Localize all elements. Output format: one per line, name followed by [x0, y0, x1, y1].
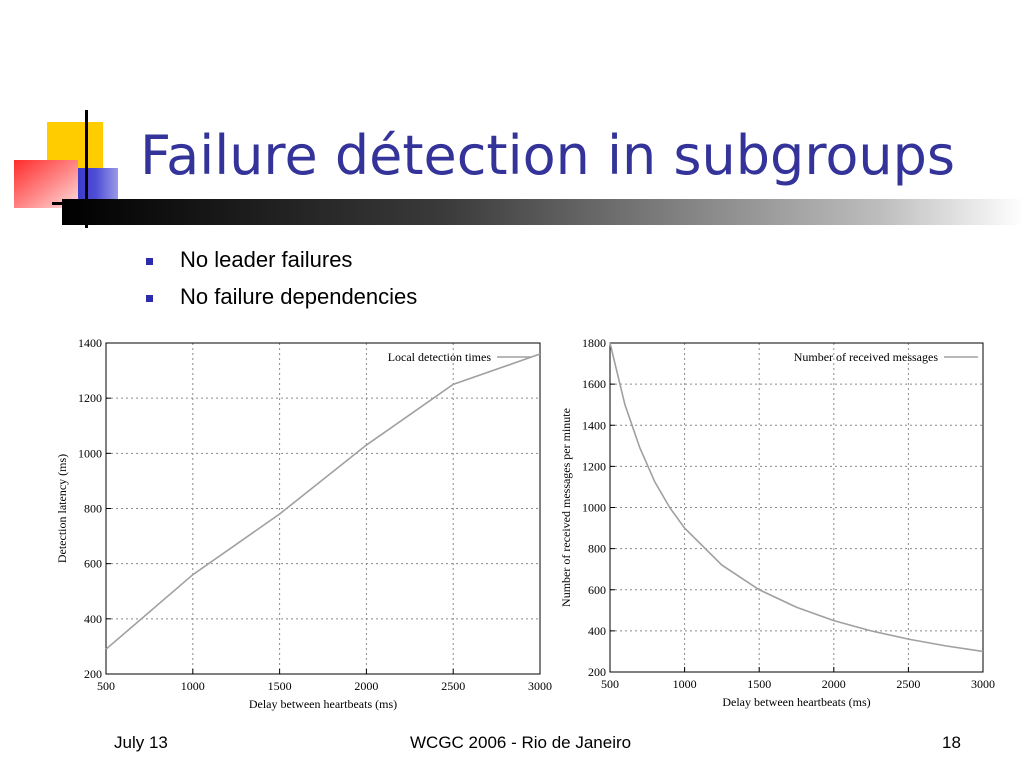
x-tick-label: 1000	[181, 679, 205, 693]
y-tick-label: 200	[588, 665, 606, 679]
bullet-item: No failure dependencies	[146, 280, 417, 317]
y-tick-label: 1000	[582, 501, 606, 515]
x-axis-label: Delay between heartbeats (ms)	[249, 697, 397, 711]
x-tick-label: 2500	[441, 679, 465, 693]
legend-label: Number of received messages	[794, 350, 939, 364]
x-tick-label: 1500	[268, 679, 292, 693]
y-tick-label: 1800	[582, 336, 606, 350]
bullet-text: No leader failures	[180, 247, 353, 272]
y-tick-label: 400	[84, 612, 102, 626]
y-tick-label: 600	[84, 557, 102, 571]
y-tick-label: 1400	[582, 418, 606, 432]
bullet-square-icon	[146, 258, 153, 265]
y-tick-label: 400	[588, 624, 606, 638]
bullet-item: No leader failures	[146, 243, 417, 280]
bullet-text: No failure dependencies	[180, 284, 418, 309]
received-messages-chart: 500 1000 1500 2000 2500 3000 200 400 600 800 1000 1…	[559, 336, 995, 709]
footer-event: WCGC 2006 - Rio de Janeiro	[410, 733, 632, 752]
x-tick-label: 500	[601, 677, 619, 691]
x-tick-label: 3000	[971, 677, 995, 691]
deco-vertical-line	[85, 110, 88, 228]
y-tick-label: 200	[84, 667, 102, 681]
y-tick-label: 1200	[582, 459, 606, 473]
y-tick-label: 1000	[78, 446, 102, 460]
grid-lines	[610, 343, 983, 672]
x-tick-label: 500	[97, 679, 115, 693]
bullet-square-icon	[146, 295, 153, 302]
y-axis-label: Detection latency (ms)	[55, 454, 69, 563]
y-tick-label: 1200	[78, 391, 102, 405]
x-tick-label: 2000	[354, 679, 378, 693]
x-tick-label: 1000	[673, 677, 697, 691]
series-line	[609, 342, 984, 653]
y-tick-label: 600	[588, 583, 606, 597]
x-tick-label: 3000	[528, 679, 552, 693]
footer-page-number: 18	[942, 733, 961, 752]
x-axis-label: Delay between heartbeats (ms)	[722, 695, 870, 709]
footer-date: July 13	[114, 733, 168, 752]
title-underline	[62, 199, 1024, 225]
bullet-list: No leader failures No failure dependenci…	[146, 243, 417, 317]
legend-label: Local detection times	[388, 350, 492, 364]
x-tick-label: 2500	[896, 677, 920, 691]
y-tick-label: 800	[84, 502, 102, 516]
slide-title: Failure détection in subgroups	[140, 124, 956, 187]
y-tick-label: 800	[588, 542, 606, 556]
x-tick-label: 2000	[822, 677, 846, 691]
grid-lines	[106, 343, 540, 674]
y-tick-label: 1600	[582, 377, 606, 391]
detection-latency-chart: 500 1000 1500 2000 2500 3000 200 400 600 800 1000 1…	[55, 336, 552, 711]
x-tick-label: 1500	[747, 677, 771, 691]
y-tick-label: 1400	[78, 336, 102, 350]
y-axis-label: Number of received messages per minute	[559, 408, 573, 607]
series-line	[105, 353, 541, 650]
